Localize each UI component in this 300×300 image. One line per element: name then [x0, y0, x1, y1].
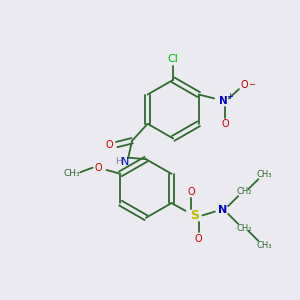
Text: O: O [95, 164, 103, 173]
Text: CH₃: CH₃ [257, 170, 272, 179]
Text: S: S [190, 209, 199, 222]
Text: O: O [241, 80, 248, 89]
Text: O: O [195, 234, 203, 244]
Text: Cl: Cl [168, 54, 178, 64]
Text: O: O [221, 119, 229, 129]
Text: H: H [115, 157, 122, 166]
Text: O: O [106, 140, 113, 150]
Text: CH₂: CH₂ [237, 187, 252, 196]
Text: −: − [248, 80, 255, 89]
Text: N: N [218, 205, 227, 215]
Text: CH₃: CH₃ [257, 241, 272, 250]
Text: +: + [226, 92, 233, 100]
Text: CH₂: CH₂ [237, 224, 252, 233]
Text: N: N [121, 157, 129, 166]
Text: CH₃: CH₃ [63, 169, 80, 178]
Text: N: N [219, 96, 228, 106]
Text: O: O [187, 187, 195, 196]
